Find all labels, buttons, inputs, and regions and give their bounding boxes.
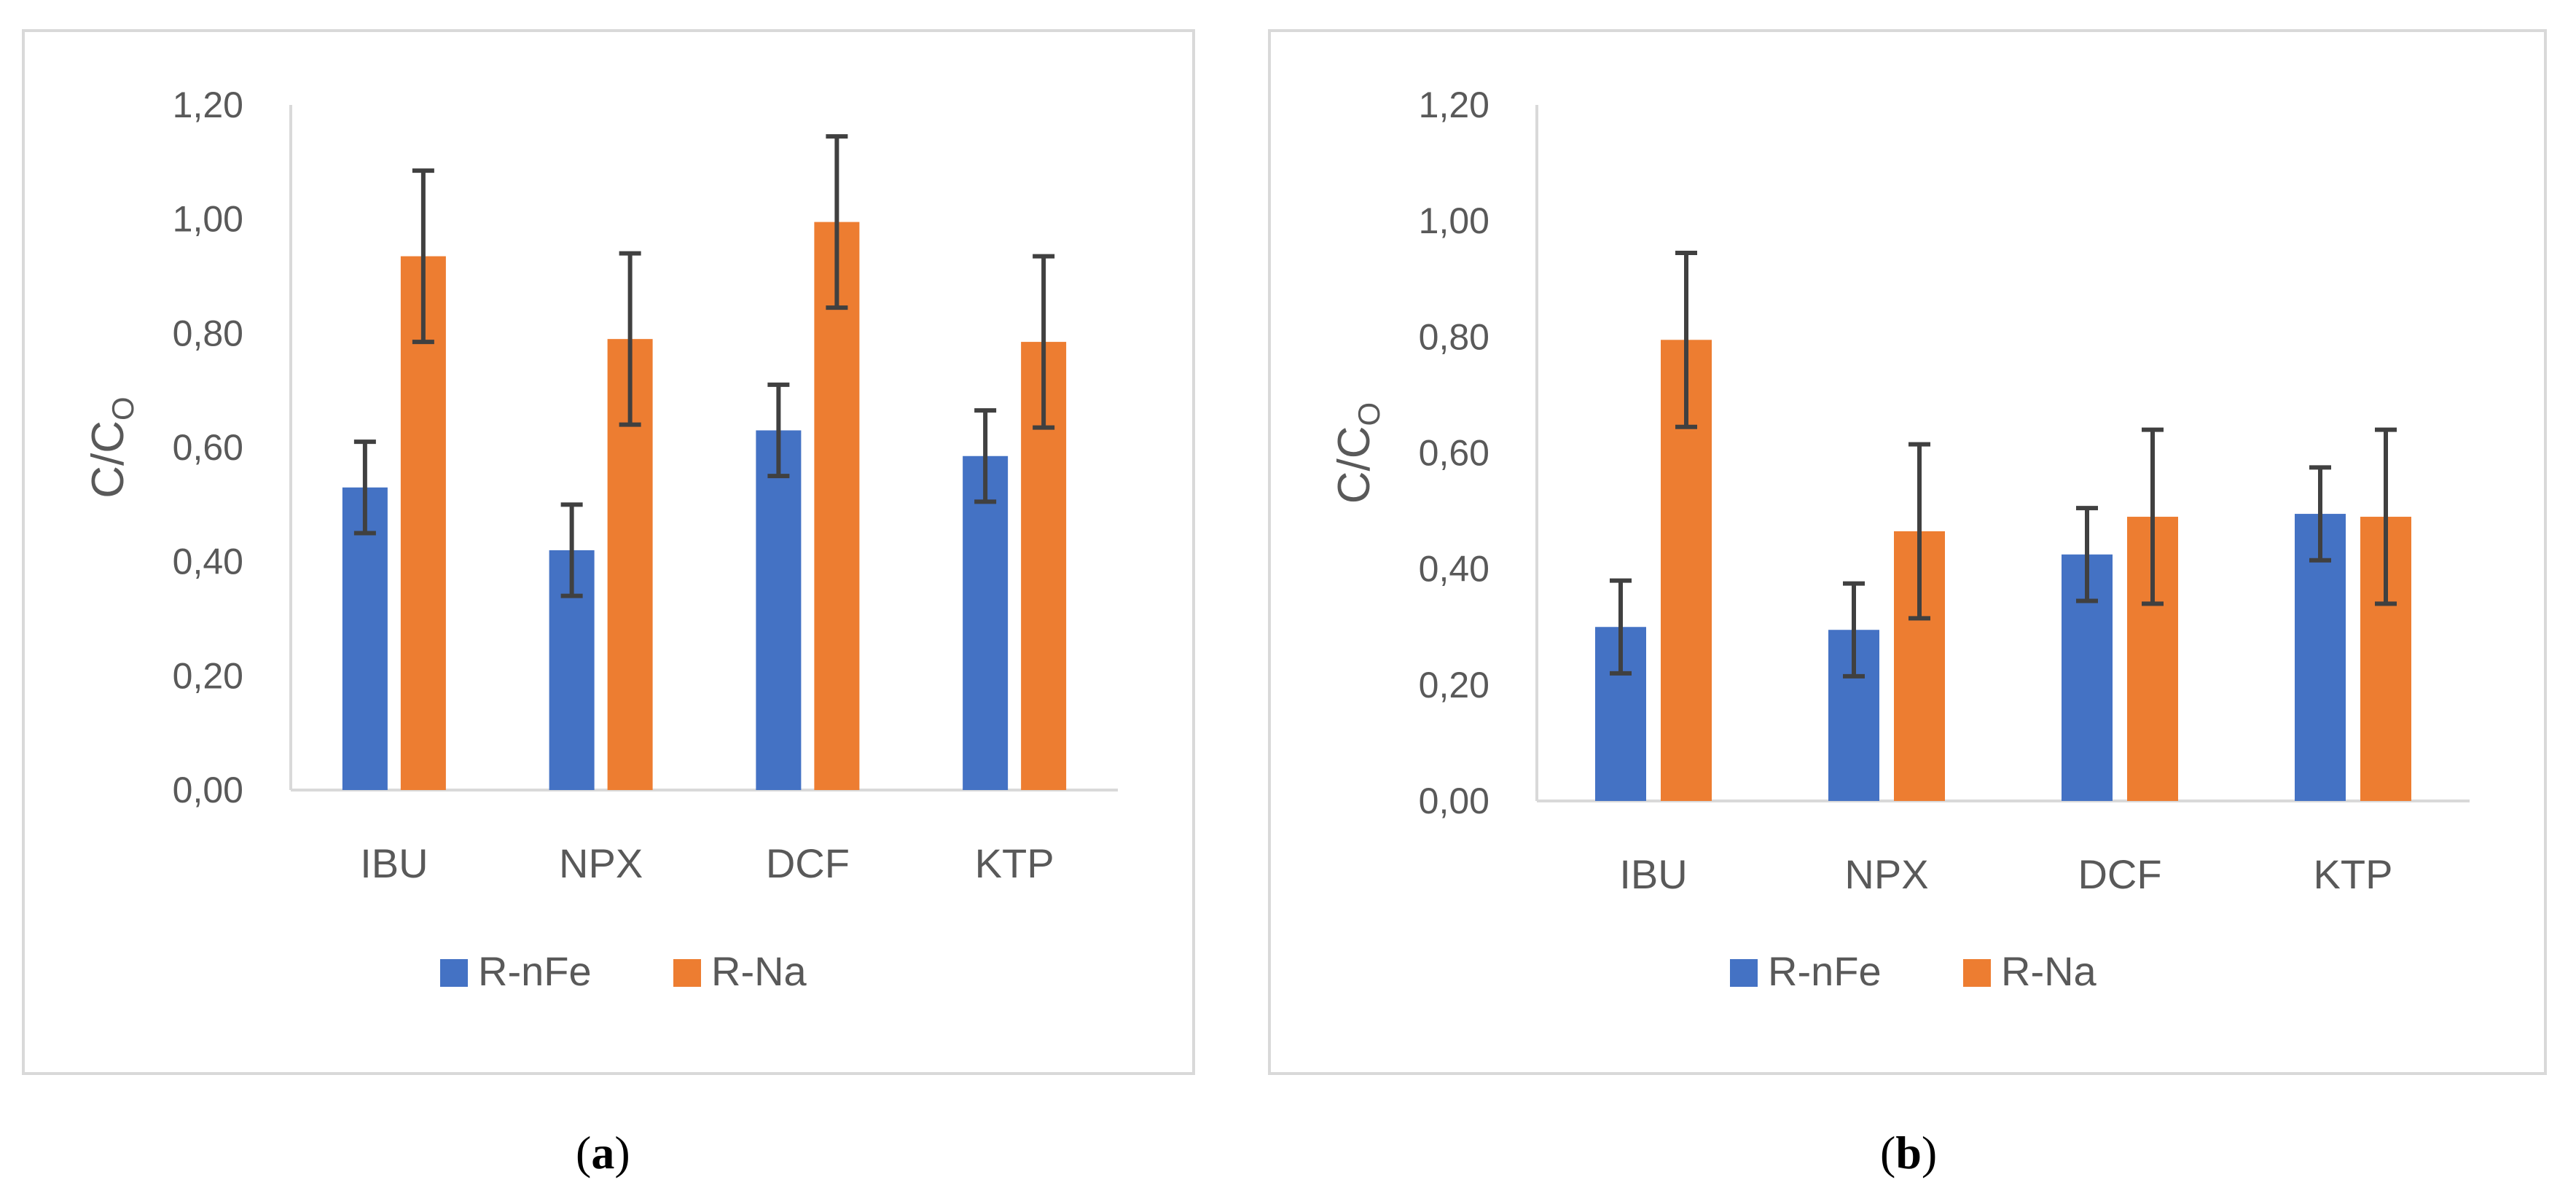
y-tick-label: 0,80 xyxy=(173,313,243,353)
y-tick-label: 0,20 xyxy=(173,655,243,696)
chart-panel-b: 0,00 0,20 0,40 0,60 0,80 1,00 1,20 C/CO IBU NPX DC… xyxy=(1268,29,2547,1075)
x-tick-label-ibu: IBU xyxy=(360,840,428,886)
y-axis-label: C/CO xyxy=(1329,402,1386,504)
y-tick-label: 1,00 xyxy=(1419,200,1489,241)
y-axis-label: C/CO xyxy=(83,396,140,498)
y-tick-label: 0,40 xyxy=(173,542,243,582)
y-tick-label: 0,40 xyxy=(1419,549,1489,590)
bar-r-nfe-ibu xyxy=(342,487,388,790)
caption-b-label: b xyxy=(1895,1127,1922,1178)
y-tick-label: 1,20 xyxy=(1419,85,1489,125)
legend-label-r-na: R-Na xyxy=(711,948,807,994)
bar-r-nfe-dcf xyxy=(756,430,802,790)
y-tick-label: 1,00 xyxy=(173,199,243,240)
caption-a-label: a xyxy=(591,1127,615,1178)
legend-swatch-r-nfe xyxy=(1730,959,1758,987)
y-axis-label-main: C/C xyxy=(83,421,133,499)
chart-b-svg: 0,00 0,20 0,40 0,60 0,80 1,00 1,20 C/CO IBU NPX DC… xyxy=(1329,85,2470,994)
y-axis-label-subscript: O xyxy=(106,396,140,421)
caption-b: (b) xyxy=(1880,1127,1938,1178)
legend-swatch-r-na xyxy=(673,959,701,987)
y-tick-label: 0,60 xyxy=(173,427,243,468)
y-tick-label: 0,20 xyxy=(1419,665,1489,705)
y-axis-label-main: C/C xyxy=(1329,426,1379,504)
bar-r-na-dcf xyxy=(814,222,860,790)
legend-swatch-r-nfe xyxy=(440,959,468,987)
chart-panel-a: 0,00 0,20 0,40 0,60 0,80 1,00 1,20 C/CO IBU NPX DC… xyxy=(22,29,1195,1075)
bar-r-nfe-ktp xyxy=(963,456,1009,790)
x-tick-label-dcf: DCF xyxy=(766,840,850,886)
x-tick-label-npx: NPX xyxy=(559,840,643,886)
y-tick-label: 0,00 xyxy=(1419,781,1489,821)
y-tick-label: 0,00 xyxy=(173,770,243,810)
y-tick-label: 0,80 xyxy=(1419,316,1489,357)
legend-label-r-nfe: R-nFe xyxy=(1768,948,1882,994)
legend-swatch-r-na xyxy=(1963,959,1991,987)
x-tick-label-ktp: KTP xyxy=(2314,851,2393,897)
chart-a-svg: 0,00 0,20 0,40 0,60 0,80 1,00 1,20 C/CO IBU NPX DC… xyxy=(83,85,1118,994)
x-tick-label-dcf: DCF xyxy=(2078,851,2161,897)
caption-a: (a) xyxy=(576,1127,630,1178)
y-tick-label: 0,60 xyxy=(1419,433,1489,474)
y-tick-label: 1,20 xyxy=(173,85,243,125)
x-tick-label-npx: NPX xyxy=(1844,851,1928,897)
legend-label-r-nfe: R-nFe xyxy=(478,948,592,994)
x-tick-label-ibu: IBU xyxy=(1619,851,1687,897)
bar-r-na-ibu xyxy=(400,256,446,790)
y-axis-label-subscript: O xyxy=(1352,402,1386,426)
x-tick-label-ktp: KTP xyxy=(975,840,1054,886)
legend-label-r-na: R-Na xyxy=(2001,948,2097,994)
